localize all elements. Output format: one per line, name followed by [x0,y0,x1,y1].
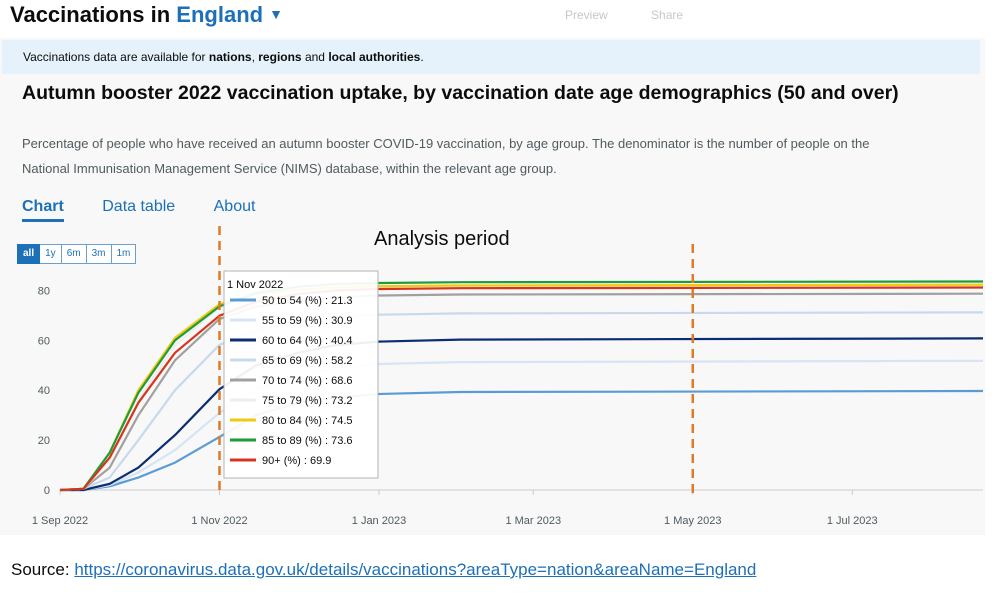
tab-data-table[interactable]: Data table [102,198,176,215]
y-tick-label: 60 [38,335,50,347]
notice-nations: nations [208,50,252,64]
y-tick-label: 0 [44,485,50,497]
source-line: Source: https://coronavirus.data.gov.uk/… [11,560,756,580]
series-line [59,283,984,492]
source-link[interactable]: https://coronavirus.data.gov.uk/details/… [74,560,757,579]
series-line [59,286,984,492]
tooltip-date: 1 Nov 2022 [227,279,283,291]
chart-axes: 0 20 40 60 80 1 Sep 2022 1 Nov 2022 1 Jan 2023 1… [32,285,983,527]
availability-notice: Vaccinations data are available for nati… [2,40,980,74]
tooltip-row: 55 to 59 (%) : 30.9 [262,315,353,327]
share-button[interactable]: Share [651,8,684,22]
chart-tooltip: 1 Nov 2022 50 to 54 (%) : 21.3 55 to 59 (%… [223,270,379,479]
title-prefix: Vaccinations in [10,2,171,27]
preview-button[interactable]: Preview [565,8,608,22]
tooltip-row: 50 to 54 (%) : 21.3 [262,295,353,307]
source-label: Source: [11,560,70,579]
y-tick-label: 20 [38,435,50,447]
series-line [60,389,984,492]
range-all-button[interactable]: all [17,244,41,264]
tooltip-row: 75 to 79 (%) : 73.2 [262,395,353,407]
chevron-down-icon[interactable]: ▼ [269,6,283,22]
x-tick-label: 1 May 2023 [664,515,721,527]
tab-about[interactable]: About [213,198,256,215]
page-title: Vaccinations in England ▼ [10,2,283,28]
notice-local: local authorities [328,50,421,64]
chart-title: Autumn booster 2022 vaccination uptake, … [22,82,899,104]
x-tick-label: 1 Mar 2023 [505,515,561,527]
series-line [59,286,984,492]
series-line [60,359,984,492]
area-selector[interactable]: England [176,2,264,27]
range-selector: all 1y 6m 3m 1m [17,244,137,264]
x-tick-label: 1 Sep 2022 [32,515,88,527]
range-3m-button[interactable]: 3m [86,244,112,264]
tooltip-row: 85 to 89 (%) : 73.6 [262,435,353,447]
chart-markers [218,226,695,494]
tooltip-row: 90+ (%) : 69.9 [262,455,331,467]
y-tick-label: 80 [38,285,50,297]
tooltip-row: 60 to 64 (%) : 40.4 [262,335,353,347]
tooltip-row: 70 to 74 (%) : 68.6 [262,375,353,387]
notice-regions: regions [258,50,302,64]
x-tick-label: 1 Jul 2023 [827,515,878,527]
notice-end: . [420,50,424,64]
analysis-period-label: Analysis period [374,228,510,250]
tooltip-row: 80 to 84 (%) : 74.5 [262,415,353,427]
x-tick-label: 1 Nov 2022 [191,515,247,527]
header-actions: Preview Share [565,8,723,22]
tooltip-box [223,270,379,479]
x-tick-label: 1 Jan 2023 [352,515,406,527]
range-1m-button[interactable]: 1m [111,244,137,264]
chart-description: Percentage of people who have received a… [22,136,870,176]
range-1y-button[interactable]: 1y [40,244,62,264]
line-chart[interactable]: 0 20 40 60 80 1 Sep 2022 1 Nov 2022 1 Jan 2023 1… [0,0,1001,560]
tab-chart[interactable]: Chart [22,198,64,222]
chart-tabs: Chart Data table About [22,198,289,222]
notice-and: and [304,50,325,64]
tooltip-row: 65 to 69 (%) : 58.2 [262,355,353,367]
notice-prefix: Vaccinations data are available for [23,50,206,64]
y-tick-label: 40 [38,385,50,397]
chart-series [59,280,984,492]
range-6m-button[interactable]: 6m [61,244,87,264]
notice-sep: , [251,50,255,64]
